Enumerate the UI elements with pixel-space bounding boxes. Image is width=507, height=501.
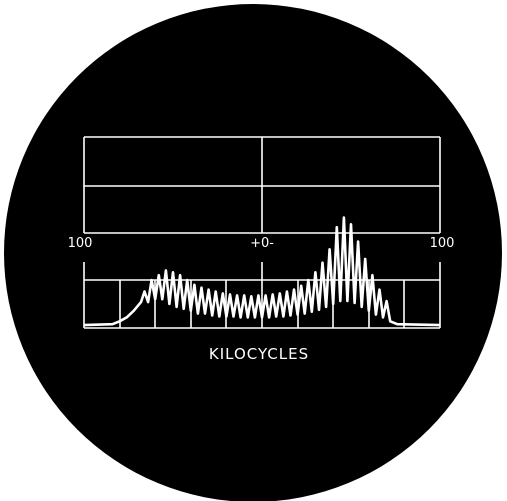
x-tick-label-right: 100 — [430, 236, 455, 251]
x-axis-title: KILOCYCLES — [209, 345, 309, 363]
scope-screen — [4, 4, 502, 501]
x-tick-label-left: 100 — [68, 236, 93, 251]
spectrum-trace — [83, 216, 441, 327]
x-tick-label-center: +0- — [250, 236, 274, 251]
